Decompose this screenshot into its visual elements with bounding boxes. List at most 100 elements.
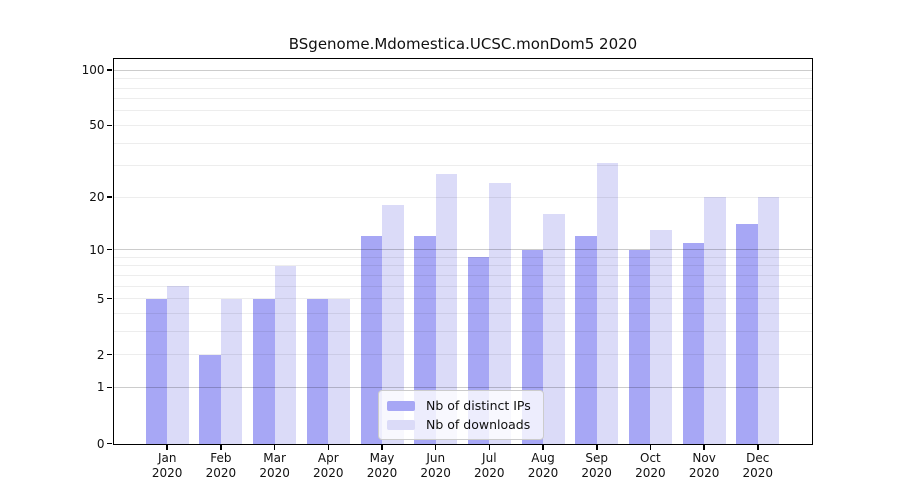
x-tick-year: 2020 — [527, 466, 559, 480]
y-tick — [107, 196, 112, 198]
x-tick-month: Apr — [317, 450, 339, 465]
major-gridline — [113, 69, 812, 71]
minor-gridline — [113, 265, 812, 267]
minor-gridline — [113, 196, 812, 198]
legend-swatch-distinct-ips — [387, 400, 415, 411]
x-tick-month: Jan — [157, 450, 177, 465]
x-tick-year: 2020 — [366, 466, 398, 480]
bar-downloads-aug — [543, 214, 565, 444]
x-tick — [273, 445, 276, 450]
bar-downloads-apr — [328, 298, 350, 444]
y-axis: 0 1 2 5 10 20 50 100 — [82, 59, 812, 451]
bar-downloads-jul — [489, 183, 511, 444]
y-tick-label: 10 — [89, 242, 105, 257]
minor-gridline — [113, 78, 812, 80]
x-tick-month: Nov — [692, 450, 716, 465]
x-tick-month: Mar — [263, 450, 286, 465]
gridlines-layer — [113, 59, 812, 444]
x-tick-year: 2020 — [742, 466, 774, 480]
x-tick-label-sep: Sep 2020 — [567, 451, 627, 482]
minor-gridline — [113, 312, 812, 314]
bar-distinct-ips-feb — [199, 354, 221, 444]
legend: Nb of distinct IPs Nb of downloads — [378, 390, 544, 440]
x-tick — [434, 445, 437, 450]
bar-downloads-dec — [757, 197, 780, 444]
x-tick-year: 2020 — [259, 466, 290, 480]
y-tick-label: 50 — [89, 118, 105, 133]
x-tick — [596, 445, 598, 450]
bar-distinct-ips-apr — [306, 298, 329, 444]
x-tick — [166, 445, 168, 450]
x-tick — [488, 445, 491, 450]
major-gridline — [113, 386, 812, 388]
x-axis: Jan 2020 Feb 2020 Mar 2020 Apr 2020 May 2020 Jun 20… — [114, 59, 812, 480]
y-tick — [107, 386, 112, 389]
y-tick — [107, 248, 112, 251]
legend-item-distinct-ips: Nb of distinct IPs — [387, 398, 531, 413]
bar-downloads-jun — [435, 173, 458, 444]
minor-gridline — [113, 87, 812, 89]
y-tick-label: 20 — [89, 190, 105, 205]
bar-downloads-nov — [704, 197, 726, 444]
x-tick-year: 2020 — [474, 466, 505, 480]
x-tick-year: 2020 — [420, 466, 451, 480]
minor-gridline — [113, 256, 812, 258]
x-tick-label-apr: Apr 2020 — [298, 451, 358, 482]
x-tick — [381, 445, 383, 450]
bar-downloads-jan — [167, 286, 189, 444]
x-tick — [327, 445, 329, 450]
x-tick-month: Sep — [585, 450, 608, 465]
x-tick-label-aug: Aug 2020 — [513, 451, 573, 482]
minor-gridline — [113, 285, 812, 287]
x-tick — [649, 445, 652, 450]
x-tick-month: May — [369, 450, 395, 465]
legend-label-downloads: Nb of downloads — [426, 417, 531, 432]
minor-gridline — [113, 274, 812, 276]
y-tick — [107, 297, 112, 300]
x-tick — [542, 445, 544, 450]
y-tick — [107, 69, 112, 71]
minor-gridline — [113, 142, 812, 144]
x-tick-month: Oct — [640, 450, 661, 465]
x-tick-label-feb: Feb 2020 — [191, 451, 251, 482]
y-tick-label: 1 — [96, 380, 105, 395]
y-tick-label: 2 — [96, 347, 105, 362]
bar-distinct-ips-dec — [736, 224, 758, 444]
y-tick-label: 0 — [96, 436, 105, 451]
x-tick-year: 2020 — [688, 466, 720, 480]
x-tick-month: Jun — [426, 450, 446, 465]
x-tick-label-may: May 2020 — [352, 451, 412, 482]
x-tick-month: Feb — [210, 450, 232, 465]
x-tick — [220, 445, 222, 450]
x-tick-label-mar: Mar 2020 — [245, 451, 305, 482]
bar-distinct-ips-oct — [628, 249, 651, 444]
minor-gridline — [113, 298, 812, 299]
x-tick-year: 2020 — [581, 466, 612, 480]
x-tick-month: Jul — [482, 450, 497, 465]
legend-swatch-downloads — [387, 419, 415, 430]
y-tick-label: 5 — [96, 291, 105, 306]
x-tick-label-oct: Oct 2020 — [620, 451, 680, 482]
y-tick — [107, 353, 112, 356]
bar-downloads-sep — [596, 163, 619, 444]
bar-distinct-ips-mar — [253, 298, 275, 444]
bar-downloads-mar — [274, 265, 297, 444]
x-tick-month: Dec — [746, 450, 770, 465]
bar-distinct-ips-sep — [575, 236, 597, 444]
x-tick-label-jun: Jun 2020 — [406, 451, 466, 482]
x-tick-label-dec: Dec 2020 — [728, 451, 788, 482]
y-tick — [107, 442, 112, 445]
x-tick-label-jan: Jan 2020 — [137, 451, 197, 482]
x-tick — [757, 445, 759, 450]
x-tick-year: 2020 — [313, 466, 344, 480]
x-tick-label-nov: Nov 2020 — [674, 451, 734, 482]
minor-gridline — [113, 354, 812, 356]
x-tick-year: 2020 — [151, 466, 183, 480]
bar-downloads-oct — [650, 230, 672, 444]
x-tick-year: 2020 — [205, 466, 237, 480]
bar-downloads-feb — [220, 298, 243, 444]
x-tick — [703, 445, 705, 450]
x-tick-label-jul: Jul 2020 — [459, 451, 519, 482]
minor-gridline — [113, 330, 812, 332]
